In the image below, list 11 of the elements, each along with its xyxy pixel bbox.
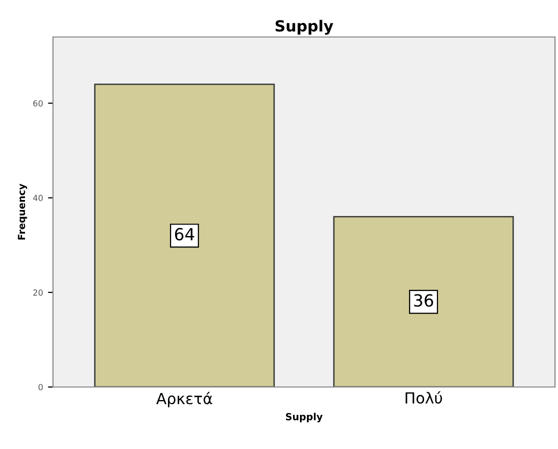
y-axis-title: Frequency <box>18 184 28 240</box>
y-tick-label: 20 <box>33 289 43 296</box>
x-tick-label: Αρκετά <box>156 392 212 408</box>
x-tick-label: Πολύ <box>406 391 442 404</box>
data-label: 64 <box>175 228 194 240</box>
x-axis-title: Supply <box>286 412 323 422</box>
y-tick-label: 0 <box>38 384 43 390</box>
y-tick-label: 40 <box>33 194 43 202</box>
data-label: 36 <box>414 294 434 307</box>
chart-title: Supply <box>276 20 334 35</box>
y-tick-label: 60 <box>33 100 43 106</box>
